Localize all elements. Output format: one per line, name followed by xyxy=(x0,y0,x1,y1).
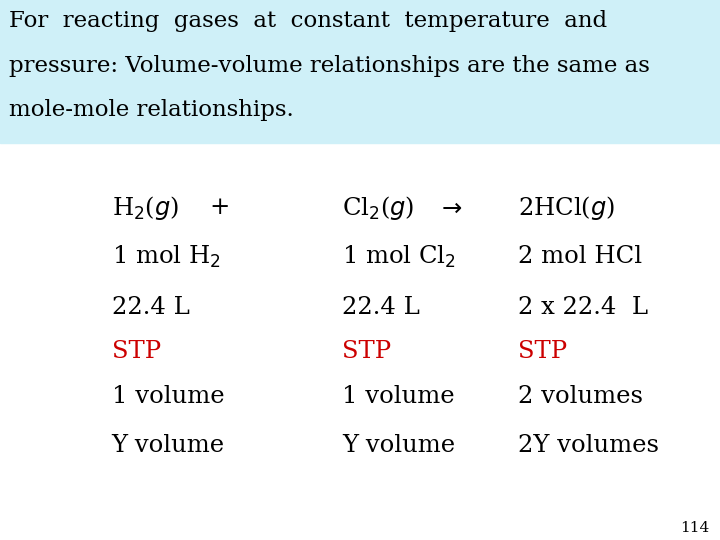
Text: 114: 114 xyxy=(680,521,709,535)
Text: H$_2$($g$): H$_2$($g$) xyxy=(112,194,179,222)
Text: 2 mol HCl: 2 mol HCl xyxy=(518,245,642,268)
Text: 1 volume: 1 volume xyxy=(342,386,454,408)
Text: pressure: Volume-volume relationships are the same as: pressure: Volume-volume relationships ar… xyxy=(9,55,649,77)
Text: 22.4 L: 22.4 L xyxy=(112,296,189,319)
FancyBboxPatch shape xyxy=(0,0,720,143)
Text: STP: STP xyxy=(342,340,391,362)
Text: 1 mol H$_2$: 1 mol H$_2$ xyxy=(112,244,220,269)
Text: STP: STP xyxy=(518,340,567,362)
Text: Cl$_2$($g$): Cl$_2$($g$) xyxy=(342,194,415,222)
Text: 2Y volumes: 2Y volumes xyxy=(518,434,660,457)
Text: Y volume: Y volume xyxy=(342,434,455,457)
Text: STP: STP xyxy=(112,340,161,362)
Text: $\rightarrow$: $\rightarrow$ xyxy=(437,197,463,219)
Text: 2 x 22.4  L: 2 x 22.4 L xyxy=(518,296,649,319)
Text: 22.4 L: 22.4 L xyxy=(342,296,420,319)
Text: Y volume: Y volume xyxy=(112,434,225,457)
Text: 2 volumes: 2 volumes xyxy=(518,386,644,408)
Text: For  reacting  gases  at  constant  temperature  and: For reacting gases at constant temperatu… xyxy=(9,10,607,32)
Text: 1 mol Cl$_2$: 1 mol Cl$_2$ xyxy=(342,244,456,269)
Text: 2HCl($g$): 2HCl($g$) xyxy=(518,194,616,222)
Text: mole-mole relationships.: mole-mole relationships. xyxy=(9,99,293,122)
Text: +: + xyxy=(210,197,230,219)
Text: 1 volume: 1 volume xyxy=(112,386,224,408)
